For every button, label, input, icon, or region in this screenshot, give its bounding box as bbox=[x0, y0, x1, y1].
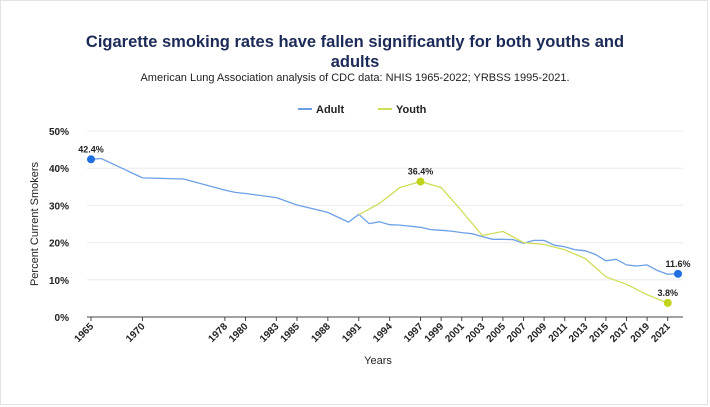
y-tick-label: 50% bbox=[49, 127, 69, 138]
x-tick-label: 2017 bbox=[608, 321, 632, 345]
x-tick-label: 2015 bbox=[588, 321, 612, 345]
y-tick-label: 0% bbox=[55, 313, 70, 324]
x-tick-label: 1965 bbox=[73, 321, 97, 345]
x-tick-label: 2011 bbox=[547, 321, 570, 344]
x-tick-label: 1999 bbox=[423, 321, 447, 345]
data-label: 3.8% bbox=[657, 288, 678, 298]
x-tick-label: 1980 bbox=[227, 321, 251, 345]
data-point-marker[interactable] bbox=[87, 155, 95, 164]
y-tick-label: 30% bbox=[49, 201, 69, 212]
data-point-marker[interactable] bbox=[674, 269, 682, 278]
x-tick-label: 1991 bbox=[340, 321, 364, 345]
x-tick-label: 1978 bbox=[206, 321, 230, 345]
x-tick-label: 1988 bbox=[309, 321, 333, 345]
legend-label-adult: Adult bbox=[316, 104, 344, 116]
chart-title: Cigarette smoking rates have fallen sign… bbox=[85, 33, 625, 71]
x-tick-label: 1997 bbox=[402, 321, 426, 345]
y-tick-label: 10% bbox=[49, 276, 69, 287]
gridlines bbox=[87, 130, 683, 281]
x-tick-label: 2003 bbox=[464, 321, 488, 345]
data-label: 11.6% bbox=[665, 259, 690, 269]
series-line-adult[interactable] bbox=[90, 157, 679, 275]
x-tick-label: 1983 bbox=[258, 321, 282, 345]
data-point-marker[interactable] bbox=[416, 177, 425, 186]
x-tick-label: 2019 bbox=[629, 321, 653, 345]
x-tick-label: 2009 bbox=[526, 321, 550, 345]
y-tick-label: 40% bbox=[49, 164, 69, 175]
x-tick-label: 1970 bbox=[124, 321, 148, 345]
y-axis-label: Percent Current Smokers bbox=[29, 161, 41, 286]
x-tick-label: 2005 bbox=[485, 321, 509, 345]
series-line-youth[interactable] bbox=[358, 180, 668, 304]
data-point-marker[interactable] bbox=[663, 298, 672, 307]
legend-item-adult[interactable]: Adult bbox=[298, 104, 344, 116]
series-group bbox=[90, 157, 679, 304]
legend[interactable]: Adult Youth bbox=[298, 104, 427, 116]
annotations: 42.4% 36.4% 11.6% 3.8% bbox=[78, 144, 691, 307]
chart-subtitle: American Lung Association analysis of CD… bbox=[140, 72, 570, 84]
y-axis-ticks: 0% 10% 20% 30% 40% 50% bbox=[49, 127, 69, 324]
x-tick-label: 2001 bbox=[443, 321, 467, 345]
legend-item-youth[interactable]: Youth bbox=[378, 104, 427, 116]
x-tick-label: 1994 bbox=[371, 321, 395, 345]
data-label: 42.4% bbox=[78, 144, 104, 154]
data-label: 36.4% bbox=[408, 167, 434, 177]
x-tick-label: 1985 bbox=[279, 321, 303, 345]
x-axis-label: Years bbox=[364, 355, 392, 367]
y-tick-label: 20% bbox=[49, 239, 69, 250]
x-tick-label: 2013 bbox=[567, 321, 591, 345]
x-tick-label: 2021 bbox=[649, 321, 673, 345]
legend-label-youth: Youth bbox=[396, 104, 427, 116]
x-tick-label: 2007 bbox=[505, 321, 529, 345]
